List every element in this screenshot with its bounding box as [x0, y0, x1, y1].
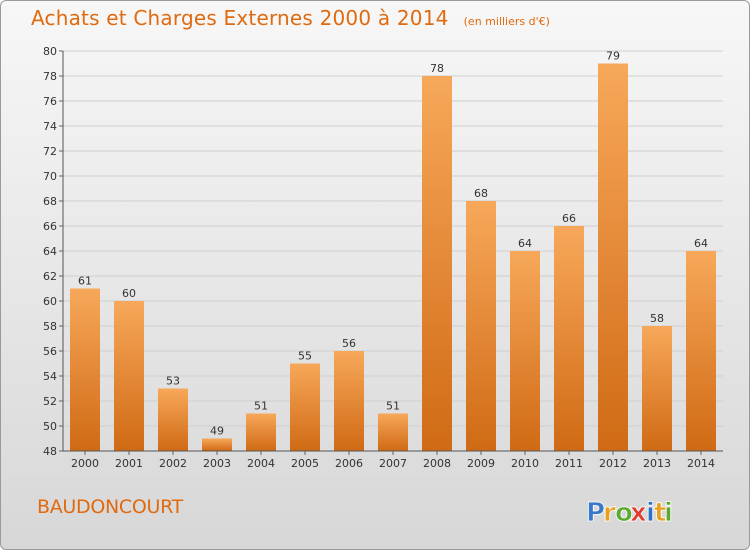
x-tick-label: 2014	[687, 457, 715, 470]
bar	[70, 288, 100, 451]
y-tick-label: 54	[43, 370, 57, 383]
y-tick-label: 64	[43, 245, 57, 258]
bars	[70, 63, 716, 455]
y-tick-label: 58	[43, 320, 57, 333]
logo-letter: o	[615, 498, 633, 528]
commune-name: BAUDONCOURT	[37, 496, 183, 518]
data-label: 61	[78, 275, 92, 288]
y-tick-label: 72	[43, 145, 57, 158]
logo-letter: i	[646, 498, 655, 528]
data-label: 51	[254, 400, 268, 413]
data-label: 55	[298, 350, 312, 363]
proxiti-logo: Pr ox i ti	[586, 498, 674, 529]
x-tick-label: 2006	[335, 457, 363, 470]
x-tick-label: 2003	[203, 457, 231, 470]
chart-subtitle: (en milliers d'€)	[463, 15, 550, 28]
bar	[202, 438, 232, 451]
data-label: 60	[122, 287, 136, 300]
x-tick-label: 2011	[555, 457, 583, 470]
bar	[158, 388, 188, 451]
logo-letter: x	[630, 498, 647, 528]
bar	[290, 363, 320, 451]
bar	[378, 413, 408, 451]
x-tick-label: 2004	[247, 457, 275, 470]
chart-title: Achats et Charges Externes 2000 à 2014	[31, 6, 449, 30]
bar	[642, 326, 672, 451]
y-tick-label: 74	[43, 120, 57, 133]
logo-letter: P	[586, 498, 605, 528]
data-label: 58	[650, 312, 664, 325]
data-label: 64	[518, 237, 532, 250]
x-tick-label: 2010	[511, 457, 539, 470]
bar	[334, 351, 364, 451]
bar	[246, 413, 276, 451]
data-label: 79	[606, 50, 620, 63]
data-label: 56	[342, 337, 356, 350]
bar	[554, 226, 584, 451]
x-tick-label: 2000	[71, 457, 99, 470]
x-tick-label: 2008	[423, 457, 451, 470]
bar	[686, 251, 716, 451]
data-label: 66	[562, 212, 576, 225]
y-tick-label: 60	[43, 295, 57, 308]
logo-letter: t	[654, 498, 666, 528]
y-tick-label: 48	[43, 445, 57, 458]
y-tick-label: 78	[43, 70, 57, 83]
x-tick-label: 2009	[467, 457, 495, 470]
y-tick-label: 68	[43, 195, 57, 208]
data-label: 64	[694, 237, 708, 250]
y-tick-label: 66	[43, 220, 57, 233]
y-tick-label: 50	[43, 420, 57, 433]
x-tick-label: 2007	[379, 457, 407, 470]
data-label: 49	[210, 425, 224, 438]
y-tick-label: 76	[43, 95, 57, 108]
y-tick-label: 56	[43, 345, 57, 358]
data-labels: 61 60 53 49 51 55 56 51 78 68 64 66 79 58 64	[78, 50, 708, 438]
data-label: 51	[386, 400, 400, 413]
x-tick-label: 2013	[643, 457, 671, 470]
bar	[598, 63, 628, 451]
bar	[510, 251, 540, 451]
x-tick-label: 2005	[291, 457, 319, 470]
x-tick-labels: 2000 2001 2002 2003 2004 2005 2006 2007 2008 2009…	[71, 457, 715, 470]
x-tick-label: 2001	[115, 457, 143, 470]
data-label: 68	[474, 187, 488, 200]
y-tick-label: 80	[43, 45, 57, 58]
axes	[62, 51, 723, 452]
x-tick-label: 2002	[159, 457, 187, 470]
data-label: 78	[430, 62, 444, 75]
y-tick-labels: 48 50 52 54 56 58 60 62 64 66 68 70 72 74 76 78 80	[43, 45, 57, 458]
bar	[422, 76, 452, 451]
y-tick-label: 62	[43, 270, 57, 283]
title-block: Achats et Charges Externes 2000 à 2014 (…	[31, 6, 550, 30]
bar	[114, 301, 144, 451]
y-tick-label: 52	[43, 395, 57, 408]
y-tick-label: 70	[43, 170, 57, 183]
bar	[466, 201, 496, 451]
x-tick-label: 2012	[599, 457, 627, 470]
data-label: 53	[166, 375, 180, 388]
logo-letter: r	[603, 498, 616, 528]
logo-letter: i	[664, 498, 673, 528]
